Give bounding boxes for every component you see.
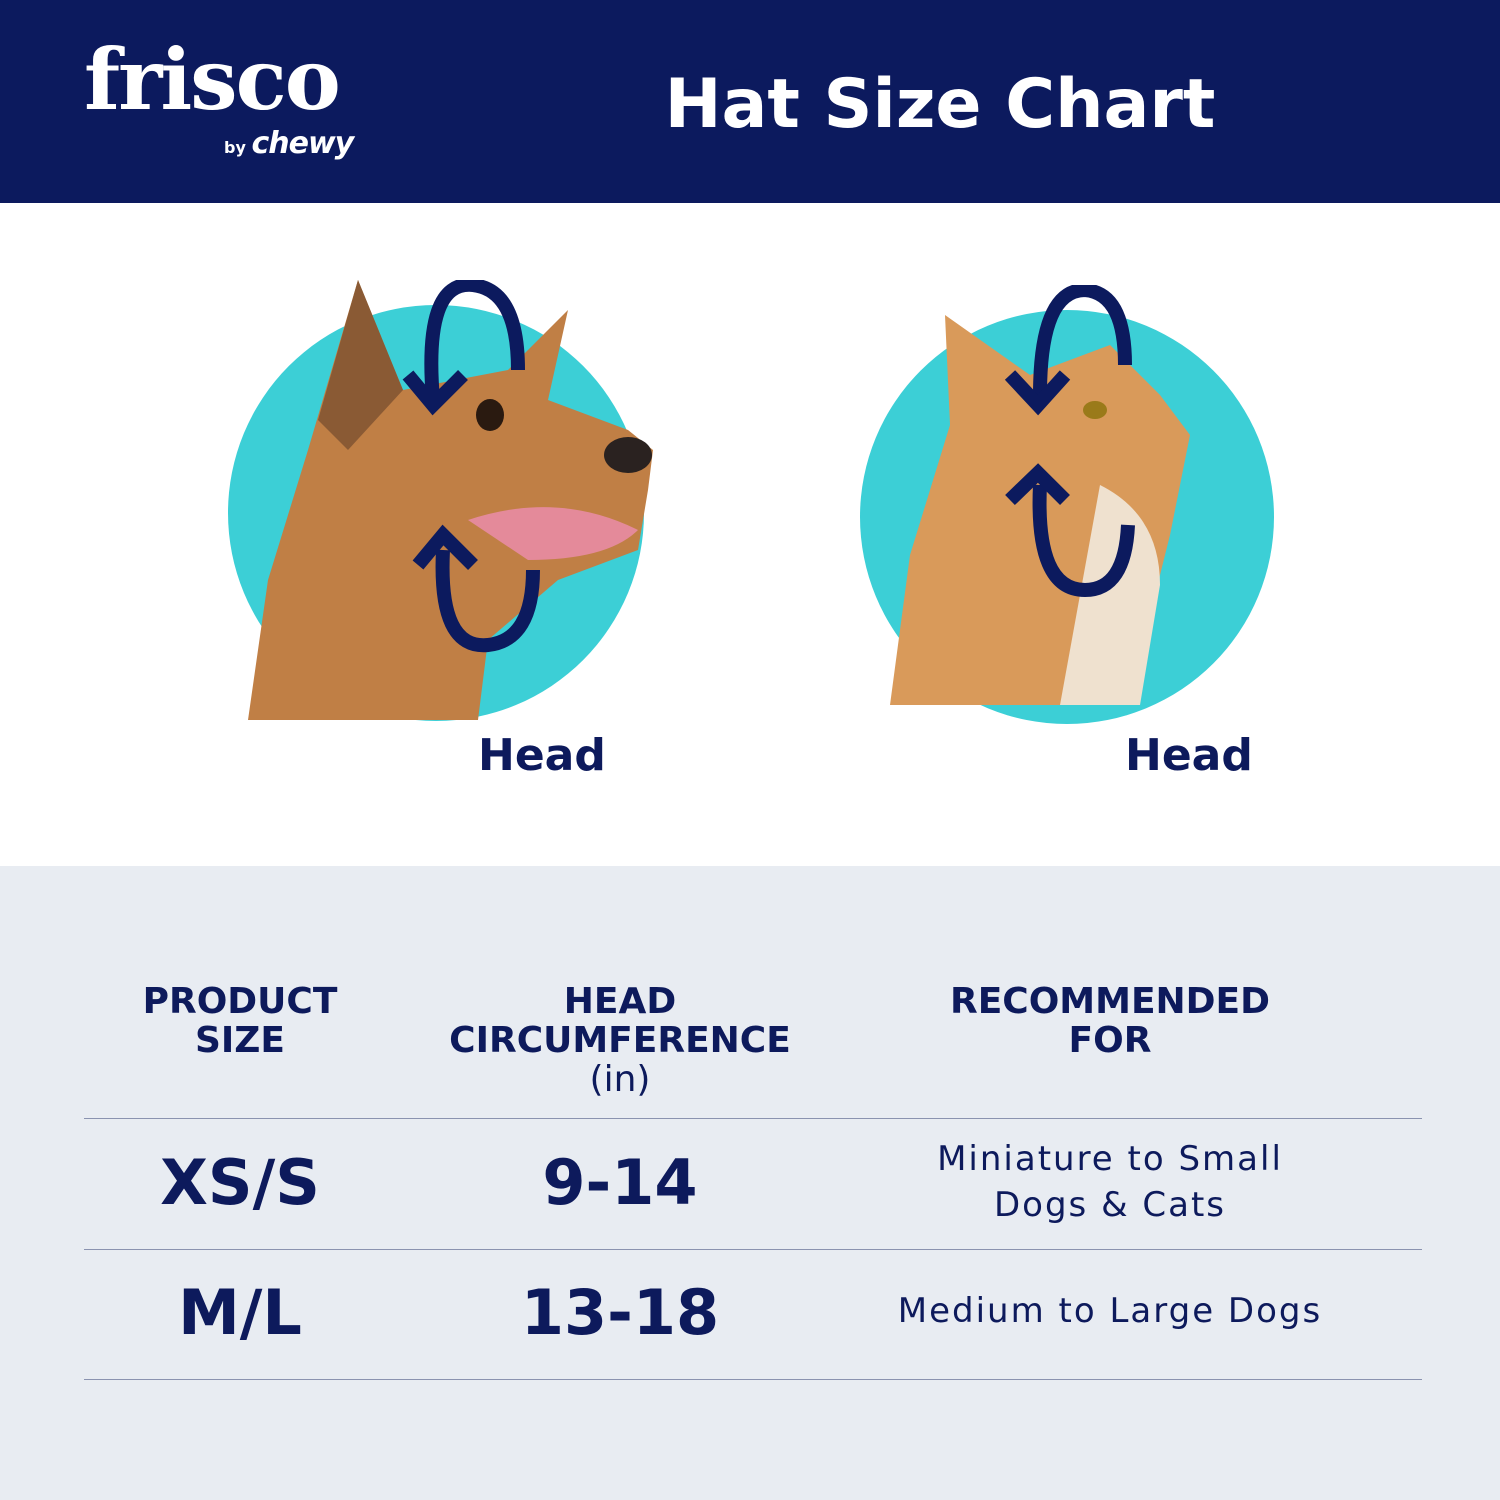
dog-head-icon (248, 280, 653, 720)
header-recommended-for: RECOMMENDED FOR (900, 982, 1320, 1060)
header-line: RECOMMENDED (949, 981, 1271, 1022)
row-circumference: 13-18 (520, 1276, 720, 1349)
header-banner: frisco by chewy Hat Size Chart (0, 0, 1500, 203)
cat-head-label: Head (1125, 730, 1253, 781)
row-recommended: Miniature to Small Dogs & Cats (860, 1136, 1360, 1228)
logo-chewy: chewy (251, 126, 354, 161)
frisco-logo: frisco by chewy (84, 30, 384, 170)
row-circumference: 9-14 (542, 1146, 698, 1219)
row-size: M/L (178, 1276, 302, 1349)
cat-head-icon (890, 285, 1190, 705)
header-line: SIZE (194, 1020, 286, 1061)
logo-text: frisco (84, 30, 341, 129)
logo-sub: by chewy (224, 126, 354, 161)
recommended-line: Dogs & Cats (993, 1185, 1227, 1225)
header-line: FOR (1068, 1020, 1152, 1061)
circular-arrows-icon (1004, 285, 1135, 598)
recommended-line: Miniature to Small (937, 1139, 1283, 1179)
cat-illustration (860, 285, 1280, 725)
row-recommended: Medium to Large Dogs (820, 1288, 1400, 1334)
header-line: HEAD (563, 981, 677, 1022)
logo-by: by (224, 138, 246, 157)
header-line: CIRCUMFERENCE (449, 1020, 791, 1061)
row-size: XS/S (160, 1146, 320, 1219)
divider (84, 1249, 1422, 1250)
header-line: PRODUCT (142, 981, 338, 1022)
divider (84, 1118, 1422, 1119)
recommended-line: Medium to Large Dogs (897, 1291, 1323, 1331)
divider (84, 1379, 1422, 1380)
header-product-size: PRODUCT SIZE (90, 982, 390, 1060)
circular-arrows-icon (402, 280, 540, 653)
size-table: PRODUCT SIZE HEAD CIRCUMFERENCE (in) REC… (0, 866, 1500, 1500)
dog-head-label: Head (478, 730, 606, 781)
header-unit: (in) (589, 1059, 651, 1100)
page-title: Hat Size Chart (664, 65, 1216, 144)
dog-illustration (228, 280, 658, 721)
header-head-circumference: HEAD CIRCUMFERENCE (in) (420, 982, 820, 1099)
